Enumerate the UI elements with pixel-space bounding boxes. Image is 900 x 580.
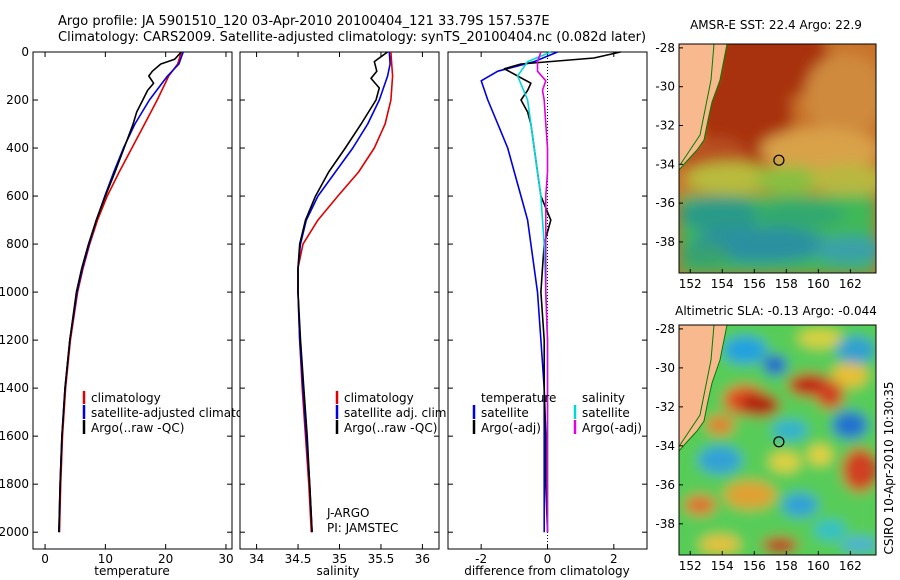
map-x-tick-label: 156: [743, 559, 766, 573]
y-tick-label: 1000: [0, 285, 29, 299]
y-tick-label: 2000: [0, 525, 29, 539]
x-tick-label: -2: [475, 552, 487, 566]
pi-annotation: PI: JAMSTEC: [327, 521, 398, 535]
map-y-tick-label: -38: [655, 517, 675, 531]
sla-map-panel: Altimetric SLA: -0.13 Argo: -0.044: [655, 304, 877, 573]
x-tick-label: 30: [218, 552, 233, 566]
temperature-ticks: 0 10 20 30 0 200 400 600 800 1000 1200 1400 1600 1800…: [0, 45, 234, 566]
temperature-axes-frame: [32, 51, 233, 550]
y-tick-label: 400: [6, 141, 29, 155]
sla-map-ticks: 152 154 156 158 160 162 -28 -30 -32 -34 -36 -38: [655, 322, 861, 573]
figure-title-line1: Argo profile: JA 5901510_120 03-Apr-2010…: [58, 14, 550, 29]
legend-label-sal-satellite: satellite: [582, 406, 630, 420]
x-tick-label: 20: [158, 552, 173, 566]
map-x-tick-label: 160: [807, 559, 830, 573]
difference-panel: -2 0 2 difference from climatology tempera…: [447, 51, 648, 578]
map-x-tick-label: 158: [775, 277, 798, 291]
x-tick-label: 2: [610, 552, 618, 566]
legend-label-temp-satellite: satellite: [481, 406, 529, 420]
map-x-tick-label: 152: [679, 277, 702, 291]
temperature-series-argo-raw-qc: [58, 51, 182, 533]
map-y-tick-label: -28: [655, 322, 675, 336]
salinity-series-argo-raw-qc: [297, 51, 389, 533]
y-tick-label: 1800: [0, 477, 29, 491]
y-tick-label: 0: [21, 45, 29, 59]
map-x-tick-label: 158: [775, 559, 798, 573]
legend-label-temp-argo: Argo(-adj): [481, 421, 541, 435]
figure-title-line2: Climatology: CARS2009. Satellite-adjuste…: [58, 30, 646, 45]
y-tick-label: 1200: [0, 333, 29, 347]
map-y-tick-label: -36: [655, 196, 675, 210]
legend-label-sal-argo: Argo(-adj): [582, 421, 642, 435]
map-x-tick-label: 156: [743, 277, 766, 291]
map-x-tick-label: 154: [711, 559, 734, 573]
map-y-tick-label: -30: [655, 361, 675, 375]
legend-label-argo: Argo(..raw -QC): [344, 421, 437, 435]
temperature-panel: 0 10 20 30 0 200 400 600 800 1000 1200 1400 1600 1800…: [0, 45, 269, 578]
sla-heatmap: [679, 325, 876, 555]
map-y-tick-label: -28: [655, 41, 675, 55]
map-y-tick-label: -34: [655, 157, 675, 171]
creation-stamp: CSIRO 10-Apr-2010 10:30:35: [882, 381, 896, 554]
map-x-tick-label: 154: [711, 277, 734, 291]
map-x-tick-label: 152: [679, 559, 702, 573]
x-tick-label: 34: [249, 552, 264, 566]
temperature-series: [58, 51, 184, 533]
sst-heatmap: [679, 44, 876, 273]
sst-map-frame: [678, 43, 877, 274]
y-tick-label: 800: [6, 237, 29, 251]
sla-map-title: Altimetric SLA: -0.13 Argo: -0.044: [675, 304, 877, 318]
difference-xlabel: difference from climatology: [464, 564, 630, 578]
difference-series: [480, 51, 621, 533]
sla-profile-marker: [773, 436, 785, 448]
sst-map-title: AMSR-E SST: 22.4 Argo: 22.9: [690, 18, 862, 32]
legend-header-temperature: temperature: [481, 391, 556, 405]
sla-map-frame: [678, 324, 877, 556]
legend-label-climatology: climatology: [91, 391, 161, 405]
x-tick-label: 35.5: [368, 552, 395, 566]
map-y-tick-label: -32: [655, 119, 675, 133]
map-x-tick-label: 162: [839, 559, 862, 573]
map-y-tick-label: -38: [655, 235, 675, 249]
y-tick-label: 1400: [0, 381, 29, 395]
map-y-tick-label: -34: [655, 439, 675, 453]
difference-legend: temperature salinity satellite Argo(-adj…: [472, 391, 642, 435]
legend-label-satellite-adjusted: satellite-adjusted climatology: [91, 406, 269, 420]
map-x-tick-label: 160: [807, 277, 830, 291]
x-tick-label: 35: [332, 552, 347, 566]
legend-label-climatology: climatology: [344, 391, 414, 405]
difference-series-salinity-argo-adj: [536, 51, 549, 533]
x-tick-label: 10: [98, 552, 113, 566]
salinity-ticks: 34 34.5 35 35.5 36: [240, 51, 439, 566]
salinity-axes-frame: [239, 51, 440, 550]
legend-label-satellite: satellite adj. clim.: [344, 406, 450, 420]
y-tick-label: 1600: [0, 429, 29, 443]
y-tick-label: 200: [6, 93, 29, 107]
map-y-tick-label: -32: [655, 400, 675, 414]
legend-label-argo: Argo(..raw -QC): [91, 421, 184, 435]
sst-profile-marker: [773, 154, 785, 166]
salinity-series: [297, 51, 394, 533]
difference-ticks: -2 0 2: [448, 51, 647, 566]
map-y-tick-label: -30: [655, 80, 675, 94]
y-tick-label: 600: [6, 189, 29, 203]
map-x-tick-label: 162: [839, 277, 862, 291]
x-tick-label: 0: [544, 552, 552, 566]
salinity-xlabel: salinity: [316, 564, 359, 578]
sst-land-mask: [679, 44, 728, 171]
x-tick-label: 34.5: [285, 552, 312, 566]
temperature-xlabel: temperature: [94, 564, 169, 578]
temperature-legend: climatology satellite-adjusted climatolo…: [82, 391, 269, 435]
program-annotation: J-ARGO: [326, 506, 369, 520]
sst-map-panel: AMSR-E SST: 22.4 Argo: 22.9: [655, 18, 877, 291]
salinity-panel: 34 34.5 35 35.5 36 salinity climatology sate…: [239, 51, 450, 578]
x-tick-label: 0: [41, 552, 49, 566]
salinity-legend: climatology satellite adj. clim. Argo(..…: [335, 391, 450, 435]
x-tick-label: 36: [415, 552, 430, 566]
legend-header-salinity: salinity: [582, 391, 625, 405]
sla-land-mask: [679, 325, 728, 452]
map-y-tick-label: -36: [655, 478, 675, 492]
sst-map-ticks: 152 154 156 158 160 162 -28 -30 -32 -34 -36 -38: [655, 41, 861, 291]
